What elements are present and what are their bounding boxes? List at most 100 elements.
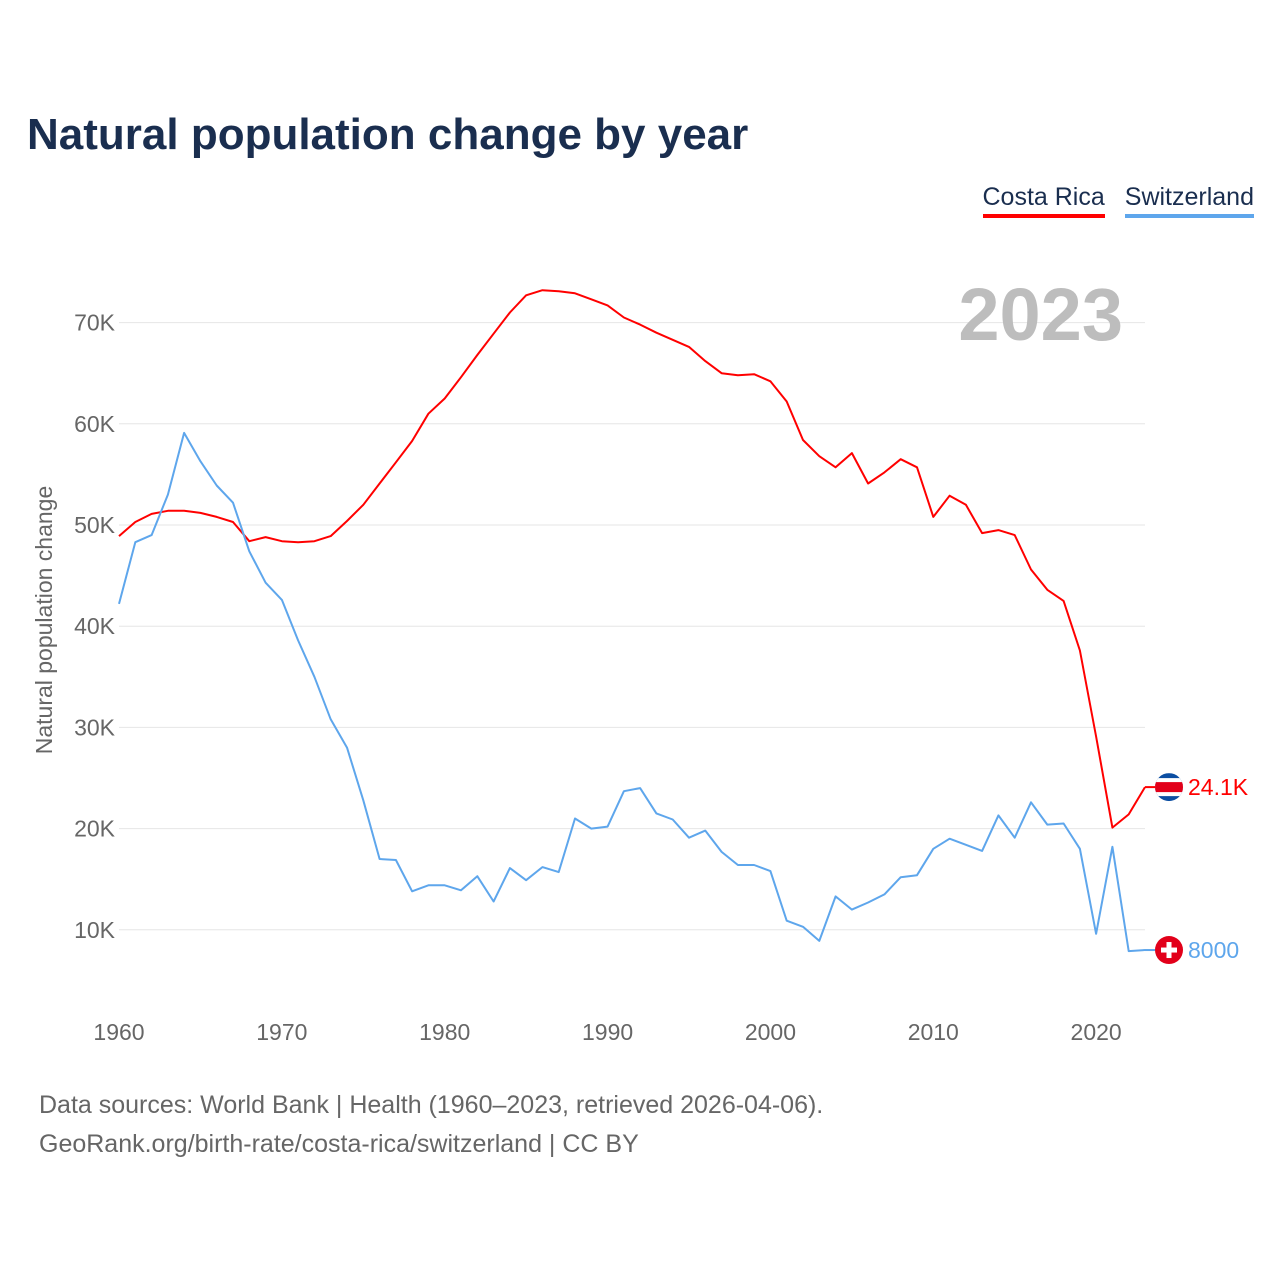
data-point[interactable] [393, 857, 399, 863]
data-point[interactable] [425, 882, 431, 888]
data-point[interactable] [995, 527, 1001, 533]
data-point[interactable] [637, 322, 643, 328]
data-point[interactable] [442, 396, 448, 402]
data-point[interactable] [556, 288, 562, 294]
data-point[interactable] [898, 874, 904, 880]
data-point[interactable] [1028, 567, 1034, 573]
data-point[interactable] [116, 601, 122, 607]
data-point[interactable] [572, 815, 578, 821]
data-point[interactable] [881, 469, 887, 475]
data-point[interactable] [702, 828, 708, 834]
data-point[interactable] [263, 580, 269, 586]
data-point[interactable] [132, 539, 138, 545]
data-point[interactable] [979, 530, 985, 536]
data-point[interactable] [719, 370, 725, 376]
data-point[interactable] [474, 352, 480, 358]
data-point[interactable] [360, 502, 366, 508]
data-point[interactable] [263, 534, 269, 540]
data-point[interactable] [230, 519, 236, 525]
data-point[interactable] [963, 842, 969, 848]
data-point[interactable] [637, 785, 643, 791]
data-point[interactable] [881, 891, 887, 897]
data-point[interactable] [507, 309, 513, 315]
data-point[interactable] [621, 788, 627, 794]
data-point[interactable] [865, 481, 871, 487]
data-point[interactable] [767, 868, 773, 874]
data-point[interactable] [230, 500, 236, 506]
data-point[interactable] [344, 518, 350, 524]
data-point[interactable] [474, 873, 480, 879]
data-point[interactable] [442, 882, 448, 888]
data-point[interactable] [1012, 532, 1018, 538]
data-point[interactable] [295, 637, 301, 643]
data-point[interactable] [539, 864, 545, 870]
data-point[interactable] [425, 411, 431, 417]
data-point[interactable] [833, 893, 839, 899]
data-point[interactable] [979, 848, 985, 854]
data-point[interactable] [947, 493, 953, 499]
data-point[interactable] [409, 438, 415, 444]
data-point[interactable] [653, 330, 659, 336]
data-point[interactable] [865, 899, 871, 905]
data-point[interactable] [1077, 647, 1083, 653]
data-point[interactable] [735, 862, 741, 868]
data-point[interactable] [849, 907, 855, 913]
data-point[interactable] [181, 430, 187, 436]
data-point[interactable] [849, 450, 855, 456]
data-point[interactable] [947, 836, 953, 842]
data-point[interactable] [1061, 821, 1067, 827]
data-point[interactable] [1028, 799, 1034, 805]
data-point[interactable] [816, 453, 822, 459]
data-point[interactable] [621, 315, 627, 321]
data-point[interactable] [214, 483, 220, 489]
data-point[interactable] [833, 464, 839, 470]
data-point[interactable] [653, 810, 659, 816]
data-point[interactable] [1044, 822, 1050, 828]
data-point[interactable] [1093, 931, 1099, 937]
data-point[interactable] [295, 539, 301, 545]
data-point[interactable] [279, 597, 285, 603]
data-point[interactable] [930, 846, 936, 852]
source-link[interactable]: GeoRank.org/birth-rate/costa-rica/switze… [39, 1130, 639, 1158]
data-point[interactable] [605, 824, 611, 830]
data-point[interactable] [686, 344, 692, 350]
data-point[interactable] [572, 290, 578, 296]
data-point[interactable] [963, 502, 969, 508]
data-point[interactable] [800, 437, 806, 443]
legend-item-costa-rica[interactable]: Costa Rica [982, 183, 1105, 218]
data-point[interactable] [605, 302, 611, 308]
data-point[interactable] [784, 399, 790, 405]
data-point[interactable] [670, 816, 676, 822]
data-point[interactable] [360, 797, 366, 803]
data-point[interactable] [930, 514, 936, 520]
data-point[interactable] [393, 459, 399, 465]
data-point[interactable] [377, 856, 383, 862]
data-point[interactable] [149, 511, 155, 517]
data-point[interactable] [377, 481, 383, 487]
legend-item-switzerland[interactable]: Switzerland [1124, 183, 1254, 218]
data-point[interactable] [686, 835, 692, 841]
data-point[interactable] [1109, 825, 1115, 831]
data-point[interactable] [670, 337, 676, 343]
data-point[interactable] [491, 331, 497, 337]
data-point[interactable] [149, 532, 155, 538]
data-point[interactable] [719, 849, 725, 855]
data-point[interactable] [458, 374, 464, 380]
data-point[interactable] [491, 898, 497, 904]
data-point[interactable] [1044, 587, 1050, 593]
data-point[interactable] [523, 292, 529, 298]
data-point[interactable] [1093, 734, 1099, 740]
data-point[interactable] [165, 508, 171, 514]
data-point[interactable] [507, 865, 513, 871]
data-point[interactable] [311, 538, 317, 544]
data-point[interactable] [784, 918, 790, 924]
data-point[interactable] [1109, 844, 1115, 850]
data-point[interactable] [197, 458, 203, 464]
data-point[interactable] [1077, 846, 1083, 852]
data-point[interactable] [1061, 598, 1067, 604]
data-point[interactable] [767, 378, 773, 384]
data-point[interactable] [165, 492, 171, 498]
data-point[interactable] [751, 371, 757, 377]
data-point[interactable] [914, 872, 920, 878]
data-point[interactable] [279, 538, 285, 544]
